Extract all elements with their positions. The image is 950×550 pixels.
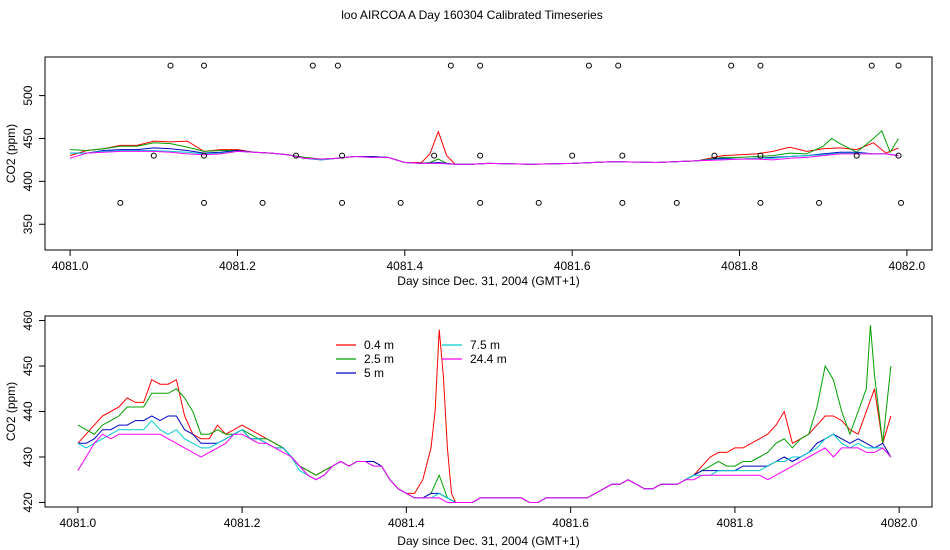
y-tick-label: 500 (21, 85, 35, 105)
chart-title: loo AIRCOA A Day 160304 Calibrated Times… (341, 8, 602, 22)
legend-label: 24.4 m (470, 352, 507, 366)
series-line-0 (69, 130, 899, 165)
data-point (895, 152, 902, 159)
data-point (259, 199, 266, 206)
data-point (853, 152, 860, 159)
legend-label: 5 m (364, 366, 384, 380)
bottom-panel: 4081.0 4081.2 4081.4 4081.6 4081.8 4082.0 420 4… (4, 310, 933, 548)
plot-frame (44, 56, 933, 251)
data-point (816, 199, 823, 206)
data-point (535, 199, 542, 206)
series-line-1 (70, 129, 899, 165)
data-point (293, 152, 300, 159)
x-tick-label: 4081.6 (554, 259, 591, 273)
data-point (447, 62, 454, 69)
x-tick-label: 4081.8 (721, 259, 758, 273)
data-point (309, 62, 316, 69)
data-point (673, 199, 680, 206)
data-point (339, 152, 346, 159)
x-tick-label: 4082.0 (889, 259, 926, 273)
x-axis-title: Day since Dec. 31, 2004 (GMT+1) (397, 274, 579, 288)
data-point (619, 199, 626, 206)
series-line-4 (69, 150, 899, 165)
x-tick-label: 4081.0 (52, 259, 89, 273)
series-line-5-m (77, 415, 892, 503)
x-tick-label: 4082.0 (881, 516, 918, 530)
x-tick-label: 4081.4 (388, 516, 425, 530)
y-tick-label: 420 (21, 492, 35, 512)
data-point (477, 152, 484, 159)
data-point (619, 152, 626, 159)
y-tick-label: 450 (21, 356, 35, 376)
x-tick-label: 4081.2 (219, 259, 256, 273)
data-point (757, 199, 764, 206)
legend-label: 0.4 m (364, 338, 394, 352)
data-point (150, 152, 157, 159)
x-axis-title: Day since Dec. 31, 2004 (GMT+1) (397, 534, 579, 548)
y-tick-label: 440 (21, 401, 35, 421)
y-tick-label: 460 (21, 310, 35, 330)
legend-label: 2.5 m (364, 352, 394, 366)
data-point (339, 199, 346, 206)
plot-area (69, 62, 905, 206)
data-point (569, 152, 576, 159)
data-point (615, 62, 622, 69)
data-point (868, 62, 875, 69)
data-point (757, 62, 764, 69)
data-point (477, 62, 484, 69)
data-point (200, 62, 207, 69)
series-line-24-4-m (77, 433, 892, 503)
data-point (397, 199, 404, 206)
data-point (711, 152, 718, 159)
top-panel: 4081.0 4081.2 4081.4 4081.6 4081.8 4082.0 350 4… (4, 56, 933, 288)
data-point (477, 199, 484, 206)
x-tick-label: 4081.6 (552, 516, 589, 530)
data-point (431, 152, 438, 159)
y-tick-label: 430 (21, 447, 35, 467)
x-tick-label: 4081.4 (386, 259, 423, 273)
series-line-2 (70, 147, 899, 165)
y-axis-title: CO2 (ppm) (4, 124, 18, 183)
y-tick-label: 450 (21, 128, 35, 148)
data-point (167, 62, 174, 69)
data-point (200, 199, 207, 206)
data-point (334, 62, 341, 69)
x-tick-label: 4081.8 (717, 516, 754, 530)
plot-area (77, 325, 892, 503)
y-tick-label: 400 (21, 171, 35, 191)
data-point (898, 199, 905, 206)
x-tick-label: 4081.0 (60, 516, 97, 530)
legend-label: 7.5 m (470, 338, 500, 352)
legend: 0.4 m2.5 m5 m 7.5 m24.4 m (336, 338, 507, 380)
data-point (895, 62, 902, 69)
data-point (585, 62, 592, 69)
data-point (728, 62, 735, 69)
y-tick-label: 350 (21, 214, 35, 234)
data-point (117, 199, 124, 206)
data-point (757, 152, 764, 159)
data-point (200, 152, 207, 159)
x-tick-label: 4081.2 (224, 516, 261, 530)
y-axis-title: CO2 (ppm) (4, 382, 18, 441)
